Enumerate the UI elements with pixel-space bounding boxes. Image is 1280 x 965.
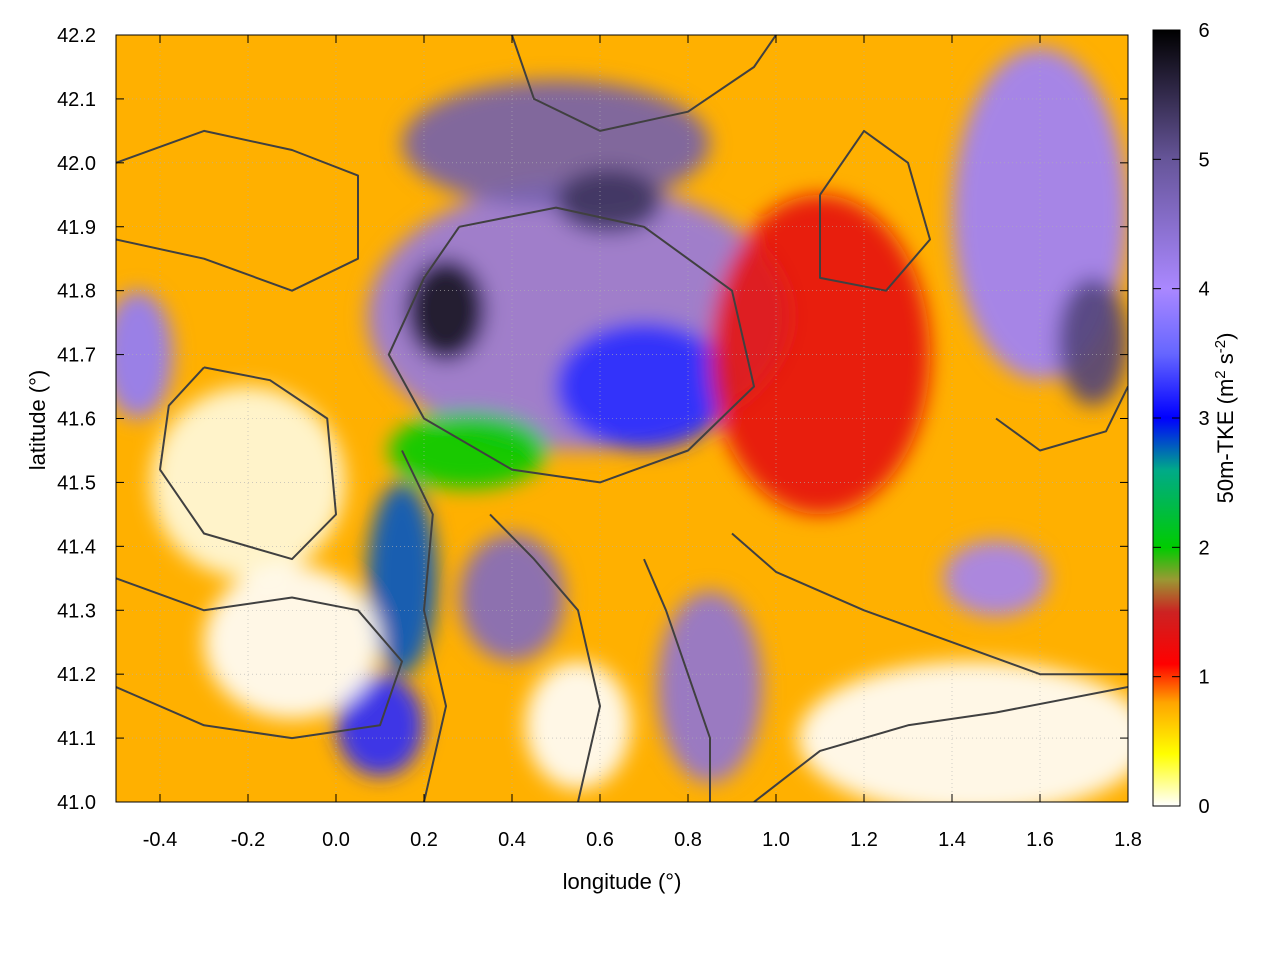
y-tick-label: 41.1 <box>57 728 96 750</box>
heatmap-blob <box>798 661 1128 802</box>
heatmap-blob <box>657 591 763 783</box>
x-axis-label: longitude (°) <box>563 869 682 894</box>
contour-line <box>116 129 359 292</box>
contour-line <box>995 386 1128 452</box>
x-tick-label: 0.2 <box>410 829 438 851</box>
heatmap-blob <box>204 565 380 719</box>
colorbar-label-mid: s <box>1213 353 1238 370</box>
y-axis: 41.0 41.1 41.2 41.3 41.4 41.5 41.6 41.7 41.8 41.9… <box>57 25 1128 814</box>
colorbar-tick-label: 6 <box>1198 20 1209 42</box>
x-tick-label: -0.4 <box>143 829 177 851</box>
colorbar-label-sup1: 2 <box>1212 370 1229 378</box>
contour-line <box>731 532 1128 676</box>
contour-line <box>643 558 711 802</box>
y-tick-label: 41.7 <box>57 345 96 367</box>
colorbar-tick-label: 1 <box>1198 667 1209 689</box>
heatmap-blob <box>116 290 174 419</box>
contour-line <box>387 206 755 484</box>
colorbar-tick-label: 3 <box>1198 408 1209 430</box>
contour-lines <box>116 35 1128 802</box>
x-tick-label: 1.2 <box>850 829 878 851</box>
colorbar-label-end: ) <box>1213 333 1238 340</box>
y-tick-label: 42.1 <box>57 89 96 111</box>
y-tick-label: 41.8 <box>57 281 96 303</box>
y-tick-label: 41.0 <box>57 792 96 814</box>
x-tick-label: 0.8 <box>674 829 702 851</box>
colorbar-ticks: 0 1 2 3 4 5 6 <box>1153 20 1210 818</box>
x-tick-label: -0.2 <box>231 829 265 851</box>
heatmap-blob <box>556 322 732 451</box>
heatmap-blob <box>556 169 662 234</box>
heatmap-blob <box>406 258 486 361</box>
heatmap-blob <box>388 412 548 489</box>
y-tick-label: 42.0 <box>57 153 96 175</box>
x-tick-label: 1.0 <box>762 829 790 851</box>
grid <box>116 35 1128 802</box>
contour-line <box>511 35 777 132</box>
heatmap-blob <box>1057 277 1128 406</box>
y-tick-label: 41.4 <box>57 536 96 558</box>
colorbar-tick-label: 4 <box>1198 279 1209 301</box>
heatmap-blob <box>459 533 565 662</box>
y-tick-label: 41.3 <box>57 600 96 622</box>
contour-line <box>819 129 931 292</box>
y-tick-label: 41.5 <box>57 472 96 494</box>
colorbar-label-sup2: -2 <box>1212 340 1229 353</box>
contour-line <box>159 366 337 561</box>
x-tick-label: 1.4 <box>938 829 966 851</box>
contour-line <box>401 450 447 802</box>
colorbar-tick-label: 2 <box>1198 537 1209 559</box>
heatmap-blob <box>943 539 1049 617</box>
colorbar-label-main: 50m-TKE (m <box>1213 379 1238 504</box>
y-tick-label: 41.6 <box>57 409 96 431</box>
x-tick-label: 0.0 <box>322 829 350 851</box>
x-axis: -0.4 -0.2 0.0 0.2 0.4 0.6 0.8 1.0 1.2 1.4 1.6 1.8 <box>143 35 1142 851</box>
x-tick-label: 1.6 <box>1026 829 1054 851</box>
y-axis-label: latitude (°) <box>25 370 50 471</box>
contour-line <box>116 577 403 740</box>
y-tick-label: 41.9 <box>57 217 96 239</box>
colorbar-label: 50m-TKE (m2 s-2) <box>1212 333 1238 504</box>
y-tick-label: 42.2 <box>57 25 96 47</box>
contour-line <box>489 513 601 802</box>
heatmap-blob <box>525 661 631 790</box>
x-tick-label: 0.4 <box>498 829 526 851</box>
y-tick-label: 41.2 <box>57 664 96 686</box>
colorbar-tick-label: 0 <box>1198 796 1209 818</box>
colorbar-tick-label: 5 <box>1198 149 1209 171</box>
heatmap-blob <box>366 482 438 675</box>
x-tick-label: 0.6 <box>586 829 614 851</box>
contour-line <box>753 686 1128 802</box>
x-tick-label: 1.8 <box>1114 829 1142 851</box>
